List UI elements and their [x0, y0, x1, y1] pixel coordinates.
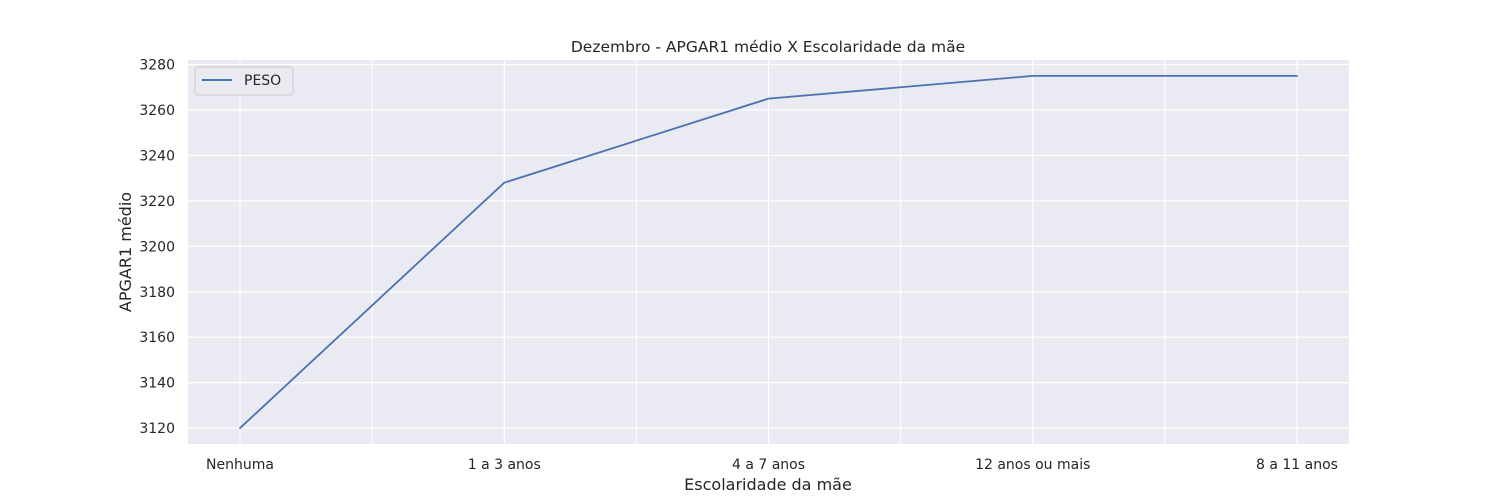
series-layer [239, 75, 1298, 429]
legend: PESO [194, 66, 294, 96]
x-tick-label: 12 anos ou mais [975, 457, 1090, 473]
y-tick-label: 3160 [139, 330, 175, 346]
data-point [1031, 75, 1034, 77]
y-tick-label: 3120 [139, 421, 175, 437]
x-tick-label: Nenhuma [206, 457, 274, 473]
data-point [1296, 75, 1298, 77]
y-tick-label: 3200 [139, 239, 175, 255]
y-tick-label: 3180 [139, 285, 175, 301]
grid [188, 60, 1349, 444]
x-tick-labels: Nenhuma 1 a 3 anos 4 a 7 anos 12 anos ou ma… [206, 457, 1338, 473]
y-tick-label: 3280 [139, 58, 175, 74]
x-axis-label: Escolaridade da mãe [684, 475, 852, 494]
y-tick-labels: 3120 3140 3160 3180 3200 3220 3240 3260 3280 [139, 58, 175, 438]
data-point [239, 427, 241, 429]
x-tick-label: 8 a 11 anos [1256, 457, 1338, 473]
legend-box [194, 66, 294, 96]
y-tick-label: 3140 [139, 376, 175, 392]
y-tick-label: 3240 [139, 148, 175, 164]
chart-title: Dezembro - APGAR1 médio X Escolaridade d… [571, 38, 965, 56]
y-tick-label: 3260 [139, 103, 175, 119]
y-axis-label: APGAR1 médio [116, 192, 135, 312]
legend-label: PESO [244, 73, 281, 89]
data-point [767, 97, 770, 100]
x-tick-label: 4 a 7 anos [732, 457, 805, 473]
data-point [503, 181, 506, 184]
y-tick-label: 3220 [139, 194, 175, 210]
x-tick-label: 1 a 3 anos [468, 457, 541, 473]
